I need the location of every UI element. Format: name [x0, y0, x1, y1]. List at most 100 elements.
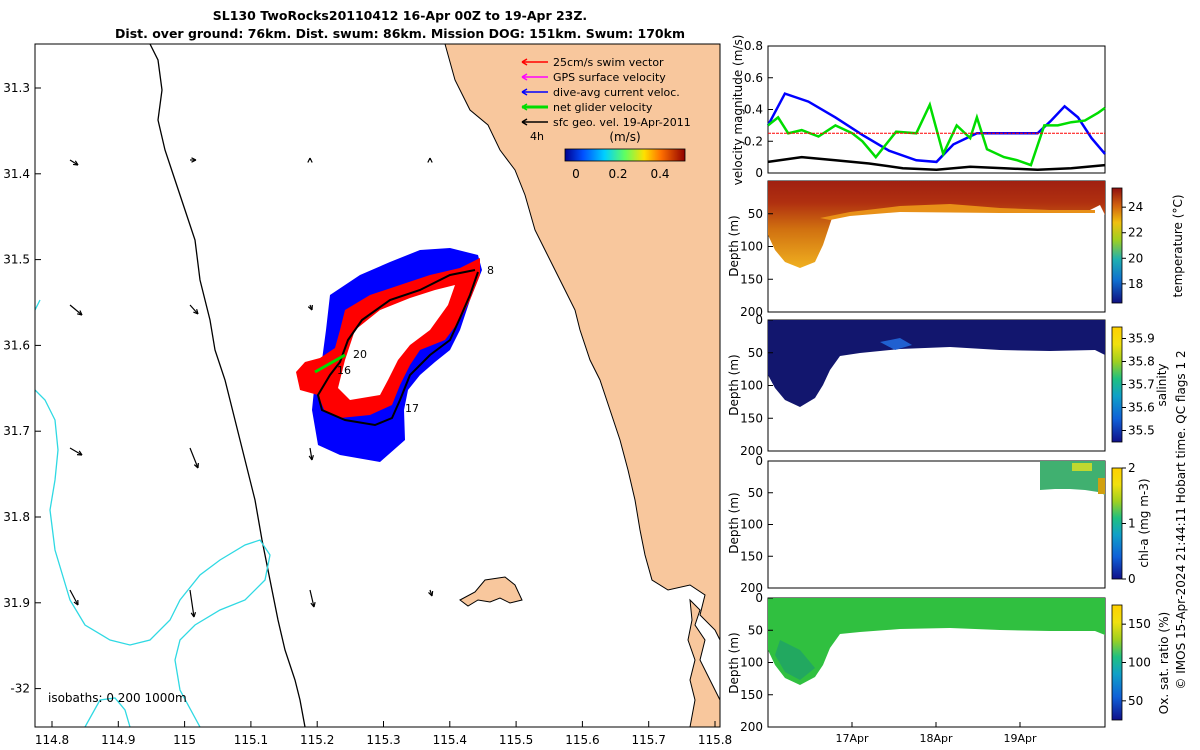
velocity-series — [767, 155, 1106, 172]
legend-label: 25cm/s swim vector — [553, 56, 664, 69]
ylabel-depth: Depth (m) — [727, 354, 741, 415]
time-tick: 18Apr — [919, 732, 953, 745]
temperature-field — [768, 181, 1105, 268]
map-y-tick: 31.7 — [3, 424, 30, 438]
geo-arrow — [69, 304, 83, 316]
depth-tick: 200 — [740, 720, 763, 734]
land — [444, 44, 720, 641]
salinity-field — [768, 320, 1105, 407]
map-axes: 114.8 114.9 115 115.1 115.2 115.3 115.4 115.5 11… — [3, 81, 732, 747]
map-x-tick: 114.8 — [35, 733, 69, 747]
depth-tick: 200 — [740, 305, 763, 319]
colorbar-tick: 20 — [1128, 251, 1143, 265]
colorbar-tick: 24 — [1128, 200, 1143, 214]
depth-tick: 100 — [740, 379, 763, 393]
colorbar-title: (m/s) — [609, 130, 640, 144]
colorbar-tick: 18 — [1128, 277, 1143, 291]
geo-arrow — [189, 304, 199, 315]
colorbar-tick: 1 — [1128, 517, 1136, 531]
colorbar-tick: 35.6 — [1128, 401, 1155, 415]
ylabel-depth: Depth (m) — [727, 215, 741, 276]
map-y-tick: 31.8 — [3, 510, 30, 524]
geo-arrow — [69, 589, 79, 606]
colorbar-tick: 0 — [572, 167, 580, 181]
map-x-tick: 115.1 — [234, 733, 268, 747]
depth-tick: 0 — [755, 591, 763, 605]
colorbar-tick: 100 — [1128, 656, 1151, 670]
geo-arrow — [309, 589, 315, 608]
map-y-tick: 31.6 — [3, 338, 30, 352]
colorbar-tick: 22 — [1128, 226, 1143, 240]
colorbar-chla-label: chl-a (mg m-3) — [1137, 478, 1151, 567]
colorbar-tick: 35.8 — [1128, 355, 1155, 369]
velocity-y-tick: 0.8 — [744, 39, 763, 53]
colorbar-tick: 35.7 — [1128, 378, 1155, 392]
geo-arrow — [189, 447, 199, 469]
map-x-tick: 115.6 — [565, 733, 599, 747]
map-x-tick: 115.4 — [433, 733, 467, 747]
land-south — [687, 598, 720, 727]
ylabel-depth: Depth (m) — [727, 632, 741, 693]
depth-tick: 50 — [748, 486, 763, 500]
map-y-tick: 31.3 — [3, 81, 30, 95]
map-y-tick: 31.9 — [3, 596, 30, 610]
depth-tick: 50 — [748, 207, 763, 221]
map-frame — [34, 43, 721, 728]
depth-tick: 150 — [740, 549, 763, 563]
velocity-y-tick: 0.4 — [744, 103, 763, 117]
map-x-tick: 115.8 — [698, 733, 732, 747]
geo-arrow — [189, 589, 195, 618]
title-line1: SL130 TwoRocks20110412 16-Apr 00Z to 19-… — [213, 8, 587, 23]
depth-tick: 150 — [740, 411, 763, 425]
temperature-section: 50 100 150 200 Depth (m) 18 20 22 24 temperatu… — [727, 180, 1185, 319]
day-label: 17 — [405, 402, 419, 415]
legend-label: sfc geo. vel. 19-Apr-2011 — [553, 116, 691, 129]
map-x-tick: 114.9 — [101, 733, 135, 747]
geo-arrow — [69, 159, 79, 166]
time-tick: 19Apr — [1003, 732, 1037, 745]
map-y-tick: 31.5 — [3, 253, 30, 267]
salinity-section: 0 50 100 150 200 Depth (m) 35.5 35.6 35.7 35.8 3… — [727, 313, 1169, 458]
day-label: 8 — [487, 264, 494, 277]
map-x-tick: 115.5 — [499, 733, 533, 747]
depth-tick: 100 — [740, 240, 763, 254]
depth-tick: 150 — [740, 272, 763, 286]
map-x-tick: 115.3 — [366, 733, 400, 747]
speed-colorbar: (m/s) 0 0.2 0.4 — [564, 130, 686, 181]
isobaths-label: isobaths: 0 200 1000m — [48, 691, 187, 705]
map-x-tick: 115 — [173, 733, 196, 747]
ylabel-depth: Depth (m) — [727, 492, 741, 553]
velocity-series — [766, 92, 1106, 164]
colorbar-tick: 2 — [1128, 461, 1136, 475]
legend-label: dive-avg current veloc. — [553, 86, 680, 99]
depth-tick: 150 — [740, 688, 763, 702]
depth-tick: 100 — [740, 656, 763, 670]
colorbar-temperature-label: temperature (°C) — [1171, 195, 1185, 298]
colorbar-oxygen-label: Ox. sat. ratio (%) — [1157, 612, 1171, 714]
island — [459, 576, 523, 607]
day-label: 16 — [337, 364, 351, 377]
colorbar-tick: 35.5 — [1128, 424, 1155, 438]
legend-4h: 4h — [530, 130, 544, 143]
depth-tick: 0 — [755, 454, 763, 468]
credit-note: © IMOS 15-Apr-2024 21:44:11 Hobart time.… — [1174, 350, 1188, 689]
velocity-y-tick: 0.2 — [744, 134, 763, 148]
time-tick: 17Apr — [835, 732, 869, 745]
depth-tick: 50 — [748, 623, 763, 637]
day-label: 20 — [353, 348, 367, 361]
title-line2: Dist. over ground: 76km. Dist. swum: 86k… — [115, 26, 685, 41]
colorbar-tick: 150 — [1128, 617, 1151, 631]
colorbar-salinity-label: salinity — [1155, 363, 1169, 406]
depth-tick: 50 — [748, 346, 763, 360]
depth-tick: 0 — [755, 313, 763, 327]
legend-label: net glider velocity — [553, 101, 653, 114]
net-velocity-arrow — [314, 353, 346, 374]
velocity-magnitude-chart: 0 0.2 0.4 0.6 0.8 velocity magnitude (m/s) — [731, 35, 1106, 186]
ylabel-velocity: velocity magnitude (m/s) — [731, 35, 745, 186]
geo-arrow — [309, 447, 313, 461]
legend-label: GPS surface velocity — [553, 71, 666, 84]
colorbar-tick: 0 — [1128, 572, 1136, 586]
legend: 25cm/s swim vector GPS surface velocity di… — [521, 56, 691, 143]
geo-velocity-arrows — [69, 157, 434, 618]
colorbar-tick: 0.4 — [650, 167, 669, 181]
